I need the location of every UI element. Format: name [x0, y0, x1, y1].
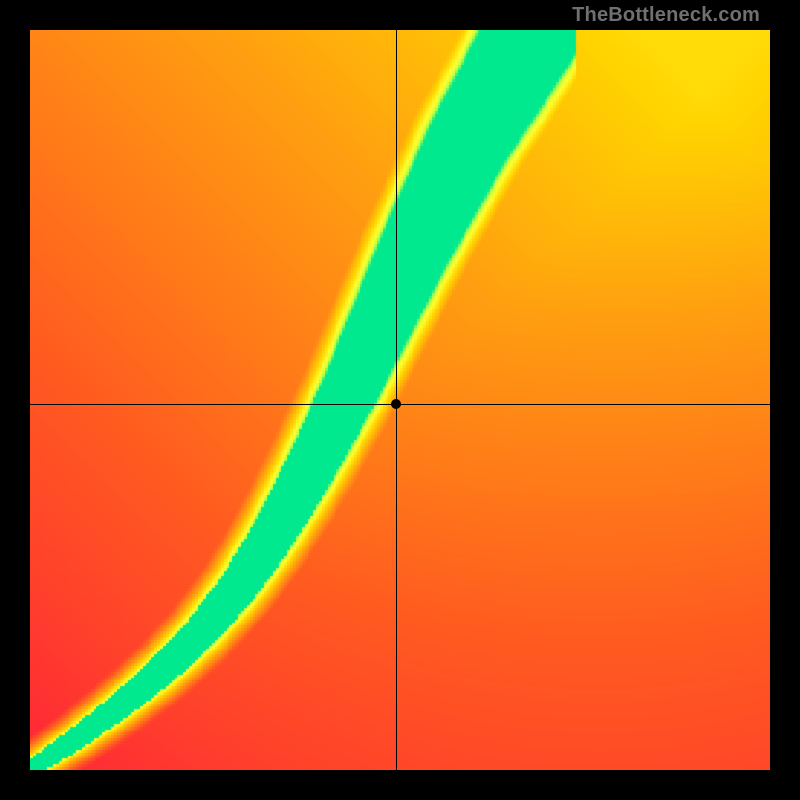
chart-frame: TheBottleneck.com	[0, 0, 800, 800]
watermark-text: TheBottleneck.com	[572, 4, 760, 27]
marker-dot	[391, 399, 401, 409]
plot-area	[30, 30, 770, 770]
